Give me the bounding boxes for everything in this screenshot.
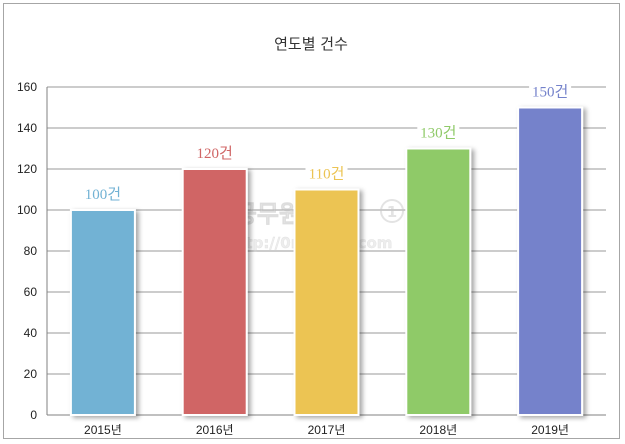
y-axis-ticks: 0 20 40 60 80 100 120 140 160 [17,80,37,422]
x-tick-label: 2018년 [419,423,457,437]
data-label: 120건 [197,145,233,162]
x-axis-ticks: 2015년 2016년 2017년 2018년 2019년 [84,423,569,437]
y-tick-label: 100 [17,203,37,217]
y-tick-label: 120 [17,162,37,176]
data-label-background [305,162,348,185]
bars [69,106,584,416]
y-tick-label: 40 [24,326,38,340]
bar [517,106,584,416]
y-tick-label: 160 [17,80,37,94]
y-tick-label: 0 [30,408,37,422]
watermark-badge-icon [380,199,404,223]
watermark-badge: 1 [387,203,397,221]
chart-title: 연도별 건수 [274,35,348,53]
data-label-background [529,80,572,103]
bar [405,147,472,416]
data-label-background [81,183,124,205]
y-tick-label: 140 [17,121,37,135]
data-label-background [417,121,460,144]
data-label: 130건 [420,125,456,142]
x-tick-label: 2015년 [84,423,122,437]
bar [69,209,136,416]
bar [181,168,248,416]
data-label: 150건 [532,84,568,101]
data-labels: 100건 120건 110건 130건 150건 [81,80,572,205]
data-label: 110건 [309,166,345,183]
grid-lines [46,86,606,416]
y-tick-label: 20 [24,367,38,381]
x-tick-label: 2017년 [308,423,346,437]
bar [293,188,360,416]
y-tick-label: 60 [24,285,38,299]
x-tick-label: 2016년 [196,423,234,437]
data-label-background [193,142,236,164]
y-tick-label: 80 [24,244,38,258]
data-label: 100건 [85,186,121,203]
x-tick-label: 2019년 [531,423,569,437]
